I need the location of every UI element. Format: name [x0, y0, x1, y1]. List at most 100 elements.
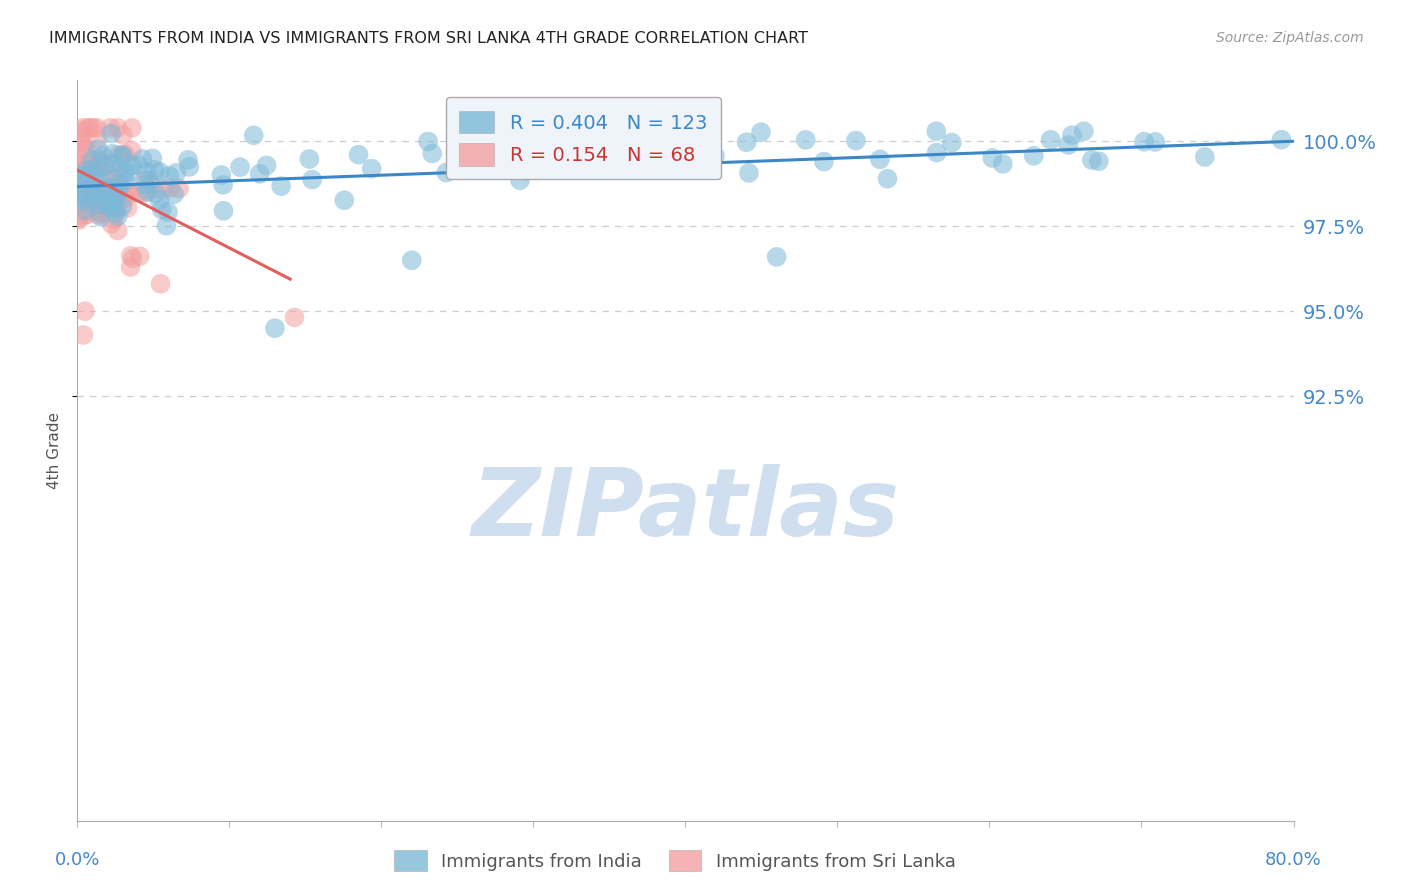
Point — [67, 145, 90, 159]
Point — [100, 120, 122, 135]
Point — [991, 157, 1014, 171]
Point — [128, 186, 150, 200]
Point — [98, 181, 121, 195]
Point — [98, 188, 121, 202]
Point — [1039, 133, 1062, 147]
Point — [107, 209, 129, 223]
Point — [143, 162, 166, 177]
Point — [83, 189, 105, 203]
Point — [111, 128, 134, 142]
Point — [69, 171, 91, 186]
Point — [117, 201, 139, 215]
Point — [103, 194, 125, 208]
Point — [347, 147, 370, 161]
Point — [179, 160, 201, 174]
Point — [114, 174, 136, 188]
Point — [121, 120, 143, 135]
Point — [75, 164, 97, 178]
Point — [121, 252, 143, 266]
Point — [333, 193, 356, 207]
Point — [72, 123, 94, 137]
Point — [212, 178, 235, 192]
Point — [89, 204, 111, 219]
Point — [148, 193, 170, 207]
Point — [434, 166, 457, 180]
Point — [131, 152, 153, 166]
Point — [104, 165, 127, 179]
Point — [925, 124, 948, 138]
Point — [128, 158, 150, 172]
Point — [70, 161, 93, 176]
Point — [100, 217, 122, 231]
Point — [87, 208, 110, 222]
Point — [70, 188, 93, 202]
Point — [165, 166, 187, 180]
Point — [121, 144, 143, 158]
Point — [94, 194, 117, 209]
Point — [111, 148, 134, 162]
Point — [1081, 153, 1104, 167]
Point — [75, 177, 97, 191]
Point — [86, 132, 108, 146]
Point — [94, 159, 117, 173]
Point — [91, 149, 114, 163]
Point — [118, 166, 141, 180]
Point — [738, 166, 761, 180]
Point — [704, 149, 727, 163]
Point — [75, 203, 97, 218]
Point — [87, 142, 110, 156]
Point — [1270, 133, 1292, 147]
Point — [159, 181, 181, 195]
Point — [105, 188, 128, 202]
Y-axis label: 4th Grade: 4th Grade — [46, 412, 62, 489]
Point — [107, 223, 129, 237]
Point — [560, 160, 582, 174]
Point — [509, 173, 531, 187]
Point — [86, 188, 108, 202]
Point — [636, 148, 658, 162]
Point — [1194, 150, 1216, 164]
Point — [735, 135, 758, 149]
Point — [136, 185, 159, 199]
Point — [86, 120, 108, 135]
Point — [69, 158, 91, 172]
Point — [981, 151, 1004, 165]
Point — [80, 174, 103, 188]
Point — [118, 186, 141, 201]
Point — [73, 142, 96, 156]
Legend: Immigrants from India, Immigrants from Sri Lanka: Immigrants from India, Immigrants from S… — [387, 843, 963, 879]
Point — [925, 145, 948, 160]
Text: Source: ZipAtlas.com: Source: ZipAtlas.com — [1216, 31, 1364, 45]
Point — [150, 202, 173, 217]
Point — [141, 178, 163, 192]
Point — [128, 249, 150, 263]
Point — [120, 249, 142, 263]
Point — [110, 180, 132, 194]
Point — [90, 210, 112, 224]
Point — [249, 167, 271, 181]
Point — [80, 153, 103, 167]
Point — [869, 153, 891, 167]
Point — [75, 169, 97, 184]
Point — [104, 186, 127, 200]
Point — [72, 328, 94, 343]
Point — [1060, 128, 1083, 142]
Point — [794, 133, 817, 147]
Point — [79, 120, 101, 135]
Point — [256, 158, 278, 172]
Point — [696, 124, 718, 138]
Point — [89, 181, 111, 195]
Point — [90, 206, 112, 220]
Point — [111, 199, 134, 213]
Point — [75, 160, 97, 174]
Point — [112, 166, 135, 180]
Point — [264, 321, 287, 335]
Point — [82, 120, 104, 135]
Point — [1133, 135, 1156, 149]
Point — [107, 120, 129, 135]
Point — [103, 185, 125, 199]
Point — [82, 161, 104, 176]
Point — [209, 168, 232, 182]
Point — [67, 213, 90, 227]
Point — [108, 161, 131, 176]
